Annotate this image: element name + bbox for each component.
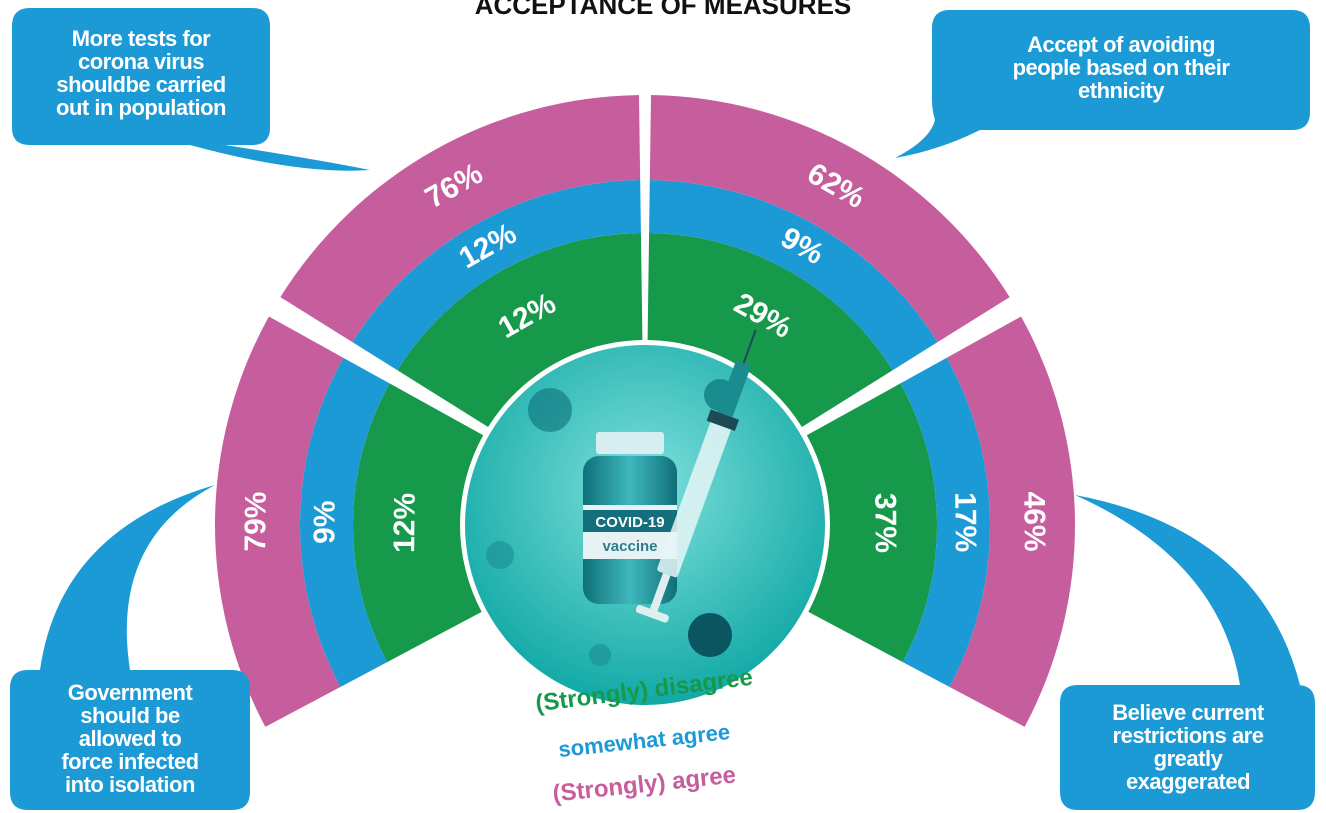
ring-segment	[215, 316, 344, 727]
vial-band	[583, 510, 677, 532]
syringe	[635, 329, 757, 623]
callout-text: Government	[68, 680, 194, 705]
callout-text: out in population	[56, 95, 226, 120]
value-label: 12%	[388, 493, 422, 553]
callout-text: corona virus	[78, 49, 204, 74]
callout-text: Believe current	[1112, 700, 1265, 725]
callout	[10, 485, 250, 810]
callout	[1060, 495, 1315, 810]
vial-cap	[596, 432, 664, 454]
ring-segment	[647, 233, 893, 427]
callout	[895, 10, 1310, 158]
center-illustration: COVID-19 vaccine	[465, 329, 825, 705]
ring-segment	[649, 95, 1010, 343]
ring-segment	[280, 95, 641, 343]
value-label: 9%	[308, 500, 341, 544]
ring-segment	[946, 316, 1075, 727]
ring-segment	[649, 180, 938, 371]
callout-text: Accept of avoiding	[1027, 32, 1215, 57]
callout-text: force infected	[61, 749, 198, 774]
callout-text: into isolation	[65, 772, 195, 797]
virus-blur	[528, 388, 572, 432]
ring-segment	[397, 233, 643, 427]
callout-text: exaggerated	[1126, 769, 1250, 794]
virus	[486, 541, 514, 569]
callout-text: ethnicity	[1078, 78, 1165, 103]
virus	[688, 613, 732, 657]
ring-segment	[806, 383, 937, 663]
legend-entry: (Strongly) agree	[551, 761, 737, 807]
callout-text: should be	[80, 703, 180, 728]
vial-text: COVID-19	[595, 514, 664, 531]
ring-segment	[352, 180, 641, 371]
vial-text: vaccine	[602, 538, 657, 555]
value-label: 46%	[1017, 491, 1051, 551]
chart-title: ACCEPTANCE OF MEASURES	[475, 0, 852, 20]
rings: 12% 29%12% 37%12% 9%9% 17%76% 62%79% 46%	[215, 95, 1075, 727]
callout-text: greatly	[1154, 746, 1224, 771]
ring-segment	[352, 383, 484, 663]
callout-text: shouldbe carried	[56, 72, 225, 97]
callout-text: restrictions are	[1113, 723, 1264, 748]
legend-entry: somewhat agree	[557, 719, 731, 762]
callout-text: More tests for	[72, 26, 211, 51]
callouts	[10, 8, 1315, 810]
value-label: 79%	[239, 491, 273, 551]
value-label: 17%	[948, 492, 982, 552]
ring-segment	[900, 357, 990, 687]
callout-text: allowed to	[79, 726, 182, 751]
ring-segment	[300, 357, 390, 687]
callout	[12, 8, 370, 171]
callout-text: people based on their	[1013, 55, 1231, 80]
value-label: 37%	[868, 493, 902, 553]
virus	[589, 644, 611, 666]
